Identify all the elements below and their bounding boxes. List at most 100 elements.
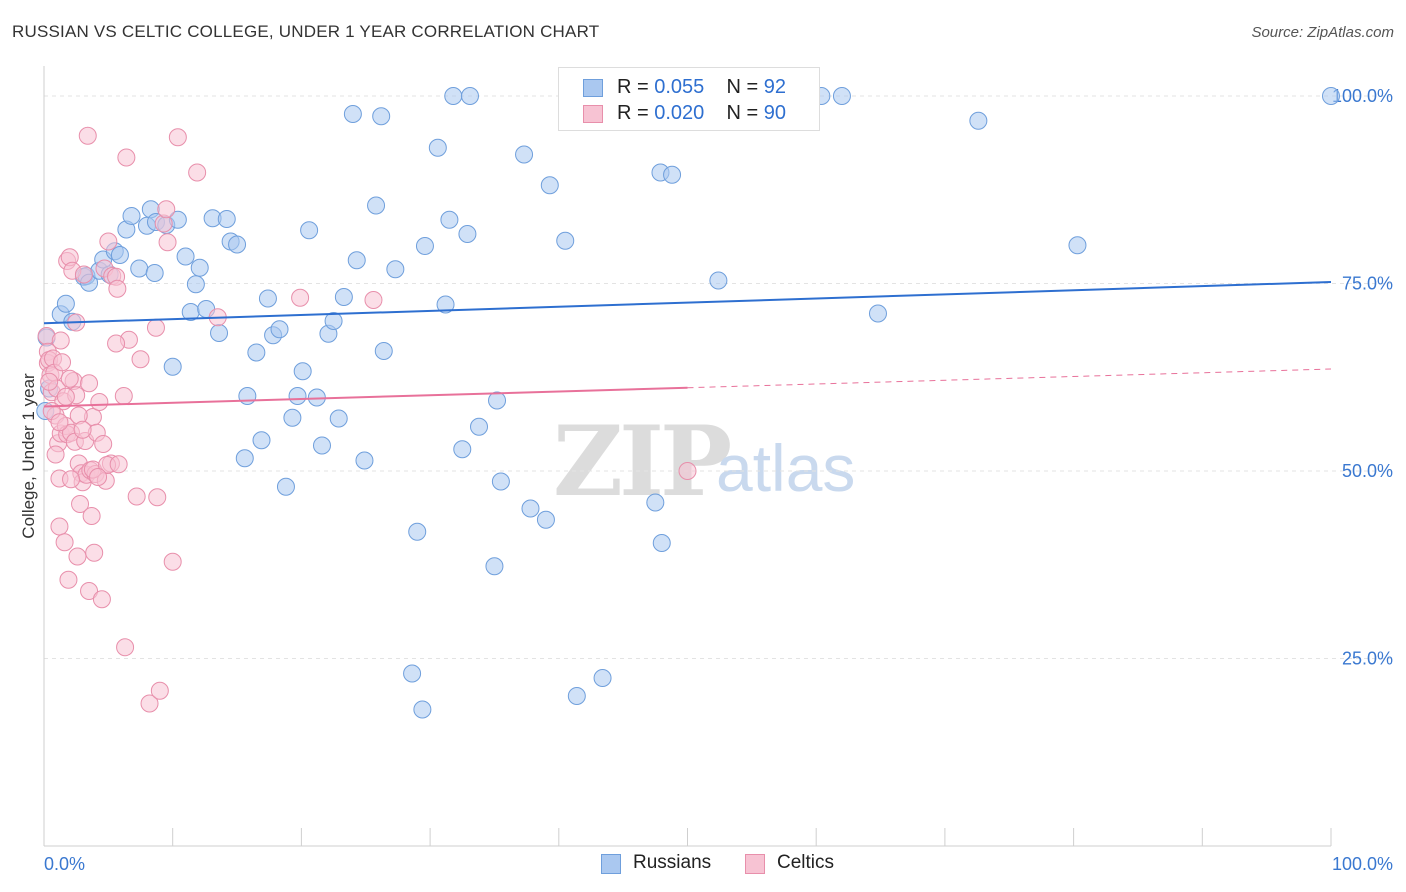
- point-celtics: [92, 590, 111, 609]
- point-celtics: [127, 487, 146, 506]
- point-celtics: [157, 200, 176, 219]
- point-celtics: [59, 570, 78, 589]
- bottom-legend-label-russians: Russians: [633, 852, 712, 873]
- stats-legend: R = 0.055 N = 92 R = 0.020 N = 90: [558, 67, 820, 131]
- point-celtics: [148, 488, 167, 507]
- point-russians: [567, 687, 586, 705]
- point-celtics: [116, 638, 135, 657]
- point-celtics: [168, 128, 187, 147]
- y-tick-label: 50.0%: [1342, 461, 1393, 481]
- point-russians: [293, 362, 312, 381]
- point-russians: [176, 247, 195, 266]
- x-tick-label: 0.0%: [44, 854, 85, 874]
- point-russians: [283, 408, 302, 427]
- point-russians: [252, 431, 271, 450]
- point-russians: [324, 312, 343, 330]
- point-russians: [556, 231, 575, 250]
- point-russians: [367, 196, 386, 215]
- point-celtics: [108, 279, 127, 298]
- point-celtics: [71, 495, 90, 513]
- point-russians: [460, 87, 479, 105]
- y-tick-label: 25.0%: [1342, 649, 1393, 669]
- point-celtics: [89, 468, 108, 486]
- legend-swatch-russians: [583, 79, 603, 97]
- point-celtics: [40, 372, 59, 391]
- point-russians: [593, 669, 612, 687]
- point-russians: [343, 105, 362, 123]
- trend-line-dashed-celtics: [687, 368, 1332, 389]
- point-celtics: [80, 374, 99, 393]
- point-celtics: [51, 331, 70, 350]
- point-celtics: [50, 517, 69, 536]
- point-russians: [56, 294, 75, 313]
- point-celtics: [50, 413, 69, 432]
- point-russians: [458, 225, 477, 243]
- legend-n-label: N =: [726, 102, 764, 124]
- point-celtics: [364, 291, 383, 309]
- point-russians: [312, 436, 331, 455]
- point-russians: [110, 246, 129, 264]
- y-tick-label: 100.0%: [1332, 86, 1393, 106]
- bottom-legend-swatch-russians: [601, 854, 621, 874]
- point-russians: [372, 107, 391, 126]
- point-russians: [300, 221, 319, 240]
- y-axis-title: College, Under 1 year: [19, 373, 38, 539]
- legend-swatch-celtics: [583, 105, 603, 123]
- point-russians: [1068, 236, 1087, 255]
- point-russians: [652, 534, 671, 552]
- point-celtics: [94, 435, 113, 453]
- point-russians: [247, 343, 266, 362]
- point-celtics: [163, 552, 182, 571]
- y-tick-label: 75.0%: [1342, 274, 1393, 294]
- point-russians: [403, 664, 422, 683]
- point-russians: [491, 472, 510, 491]
- point-celtics: [146, 318, 165, 337]
- point-russians: [235, 449, 254, 468]
- point-celtics: [68, 547, 87, 566]
- point-celtics: [158, 233, 177, 252]
- point-russians: [428, 138, 447, 157]
- point-celtics: [46, 445, 65, 464]
- point-celtics: [99, 232, 118, 251]
- point-russians: [163, 357, 182, 376]
- legend-n-label: N =: [726, 76, 764, 98]
- point-celtics: [82, 507, 101, 525]
- point-russians: [436, 295, 455, 314]
- point-celtics: [62, 470, 81, 489]
- point-russians: [453, 440, 472, 459]
- point-celtics: [109, 455, 128, 474]
- point-russians: [1322, 87, 1340, 105]
- legend-r-label: R =: [617, 76, 655, 98]
- point-russians: [408, 522, 427, 541]
- point-russians: [288, 387, 307, 405]
- legend-n-value: 92: [763, 76, 787, 98]
- point-russians: [440, 210, 459, 229]
- point-celtics: [131, 350, 150, 369]
- legend-r-label: R =: [617, 102, 655, 124]
- point-russians: [540, 176, 559, 195]
- point-russians: [145, 264, 164, 282]
- trend-line-russians: [43, 281, 1332, 325]
- watermark-atlas: atlas: [716, 431, 856, 505]
- point-russians: [536, 510, 555, 529]
- point-celtics: [55, 533, 74, 552]
- point-russians: [515, 145, 534, 164]
- point-russians: [276, 477, 295, 496]
- trend-line-celtics: [43, 386, 688, 408]
- point-celtics: [188, 163, 207, 182]
- point-russians: [238, 387, 257, 405]
- point-celtics: [60, 369, 79, 388]
- point-celtics: [73, 420, 92, 439]
- point-celtics: [117, 148, 136, 167]
- point-celtics: [678, 462, 697, 480]
- point-russians: [969, 111, 988, 130]
- point-celtics: [78, 126, 97, 145]
- point-russians: [444, 87, 463, 105]
- point-russians: [190, 258, 209, 277]
- point-russians: [355, 451, 374, 470]
- source-label: Source: ZipAtlas.com: [1251, 24, 1394, 41]
- point-russians: [228, 235, 247, 254]
- point-celtics: [140, 694, 159, 713]
- point-celtics: [90, 393, 109, 411]
